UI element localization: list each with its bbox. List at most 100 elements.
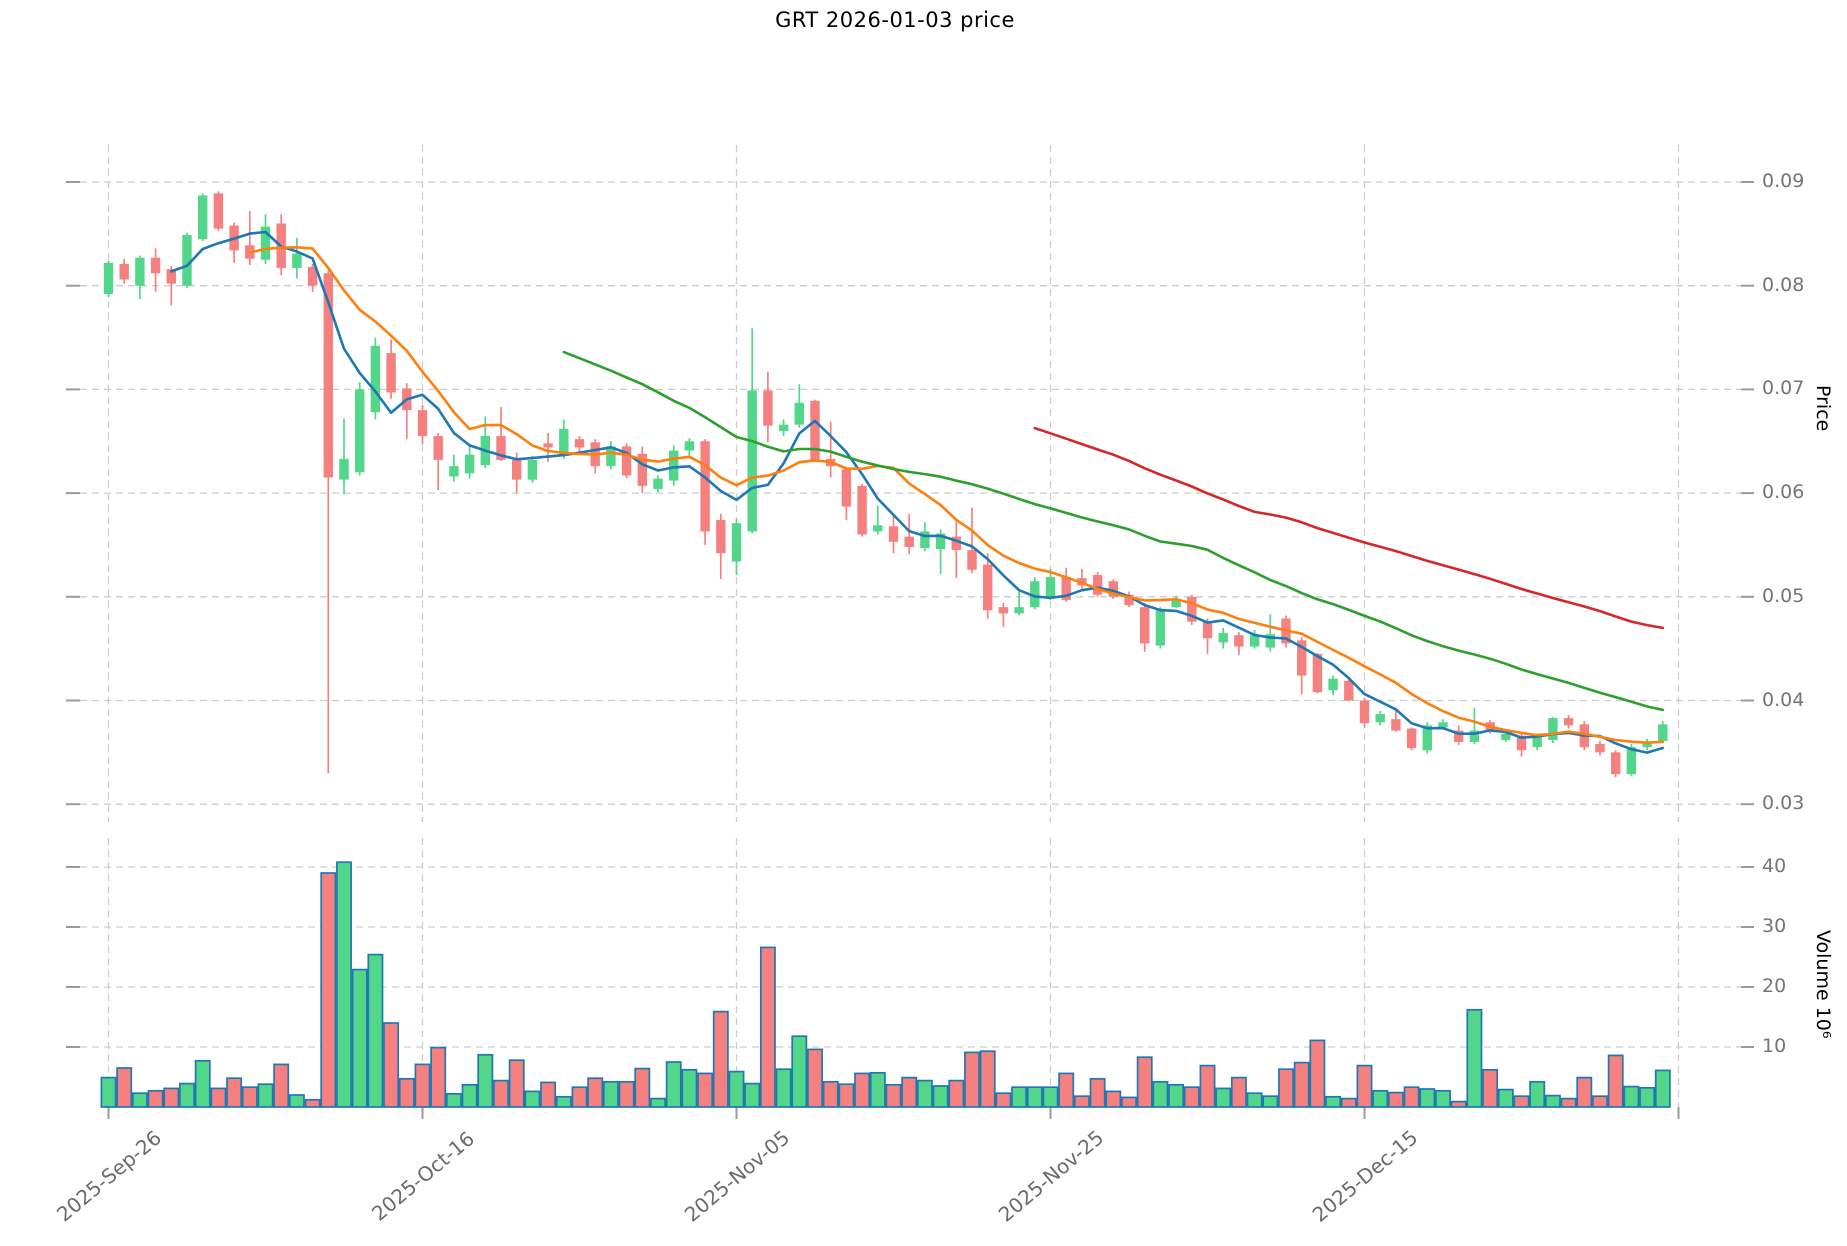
candlestick <box>559 428 569 456</box>
candlestick <box>841 469 852 507</box>
candlestick <box>1061 577 1071 600</box>
volume-bar <box>1592 1095 1608 1108</box>
volume-bar <box>932 1085 949 1108</box>
candlestick <box>920 531 930 549</box>
volume-bar <box>1356 1064 1373 1108</box>
volume-bar <box>351 968 368 1108</box>
volume-bar <box>1199 1064 1216 1108</box>
ma5-line <box>170 230 1665 754</box>
candlestick <box>307 267 318 286</box>
volume-bar <box>508 1059 525 1108</box>
volume-bar <box>807 1048 823 1108</box>
volume-bar <box>1121 1096 1137 1108</box>
candlestick <box>1611 752 1621 775</box>
volume-bar <box>1340 1097 1357 1108</box>
candlestick <box>386 353 396 393</box>
volume-bar <box>398 1077 415 1108</box>
candlestick <box>873 525 883 532</box>
volume-bar <box>1309 1039 1326 1108</box>
candlestick <box>527 459 538 480</box>
candlestick <box>1658 724 1668 741</box>
volume-bar <box>1529 1080 1546 1108</box>
volume-bar <box>1560 1097 1577 1108</box>
candlestick <box>637 453 647 486</box>
candlestick <box>1454 730 1464 742</box>
candlestick <box>1108 581 1118 597</box>
volume-bar <box>901 1076 918 1108</box>
volume-bar <box>854 1072 871 1108</box>
volume-bar <box>1058 1072 1075 1108</box>
volume-bar <box>1105 1090 1122 1108</box>
volume-tick-label: 20 <box>1762 975 1787 997</box>
volume-bar <box>1372 1089 1389 1108</box>
volume-bar <box>1230 1076 1247 1108</box>
candlestick <box>433 436 443 460</box>
candlestick <box>1014 607 1024 614</box>
volume-bar <box>257 1083 274 1108</box>
candlestick <box>669 450 679 481</box>
volume-bar <box>1042 1086 1059 1108</box>
candlestick <box>1501 733 1511 740</box>
volume-bar <box>1262 1095 1279 1108</box>
candlestick <box>716 520 726 554</box>
candlestick <box>1391 719 1401 731</box>
volume-bar <box>1325 1095 1342 1108</box>
candlestick <box>1532 736 1542 748</box>
candlestick <box>543 443 553 448</box>
volume-bar <box>665 1061 682 1108</box>
price-tick-label: 0.05 <box>1762 584 1805 607</box>
candlestick <box>370 345 381 413</box>
candlestick <box>292 253 302 269</box>
volume-bar <box>791 1035 808 1108</box>
volume-bar <box>461 1083 478 1108</box>
volume-bar <box>194 1059 211 1108</box>
volume-bar <box>493 1079 509 1108</box>
ma60-line <box>1033 426 1665 630</box>
candlestick <box>998 607 1009 614</box>
candlestick <box>166 269 176 284</box>
candlestick <box>150 257 161 274</box>
candlestick <box>747 390 757 532</box>
volume-bar <box>571 1086 588 1108</box>
candlestick <box>1328 678 1338 691</box>
volume-bar <box>1639 1086 1656 1108</box>
candlestick <box>684 441 695 451</box>
candlestick <box>1626 747 1637 775</box>
candlestick <box>323 273 333 478</box>
price-tick-label: 0.06 <box>1762 481 1805 504</box>
volume-bar <box>540 1081 557 1108</box>
price-tick-label: 0.03 <box>1762 792 1805 815</box>
candlestick <box>951 536 961 551</box>
candlestick <box>1249 635 1260 647</box>
volume-bar <box>602 1080 619 1108</box>
candlestick <box>1202 621 1213 639</box>
candlestick <box>857 485 867 535</box>
volume-bar <box>1403 1086 1420 1108</box>
candlestick <box>1469 730 1480 742</box>
price-tick-label: 0.09 <box>1762 170 1805 192</box>
volume-bar <box>414 1063 431 1108</box>
candlestick <box>621 446 632 476</box>
candlestick <box>1548 718 1558 740</box>
volume-bar <box>1011 1086 1028 1108</box>
volume-bar <box>336 861 352 1108</box>
price-tick-label: 0.07 <box>1762 377 1805 400</box>
candlestick <box>1297 640 1307 676</box>
volume-bar <box>147 1089 164 1108</box>
volume-bar <box>838 1083 855 1108</box>
volume-bar <box>163 1087 180 1108</box>
candlestick <box>1642 741 1652 748</box>
volume-bar <box>1435 1089 1451 1108</box>
candlestick <box>260 226 271 260</box>
chart-title: GRT 2026-01-03 price <box>775 8 1015 32</box>
volume-bar <box>1183 1086 1200 1108</box>
volume-bar <box>273 1063 290 1108</box>
volume-bar <box>555 1095 572 1108</box>
volume-bar <box>1293 1061 1310 1108</box>
volume-bar <box>1482 1068 1499 1108</box>
candlestick <box>1563 718 1574 726</box>
volume-bar <box>869 1071 886 1108</box>
candlestick <box>1045 577 1056 597</box>
volume-bar <box>1089 1077 1106 1108</box>
candlestick <box>1595 744 1605 753</box>
